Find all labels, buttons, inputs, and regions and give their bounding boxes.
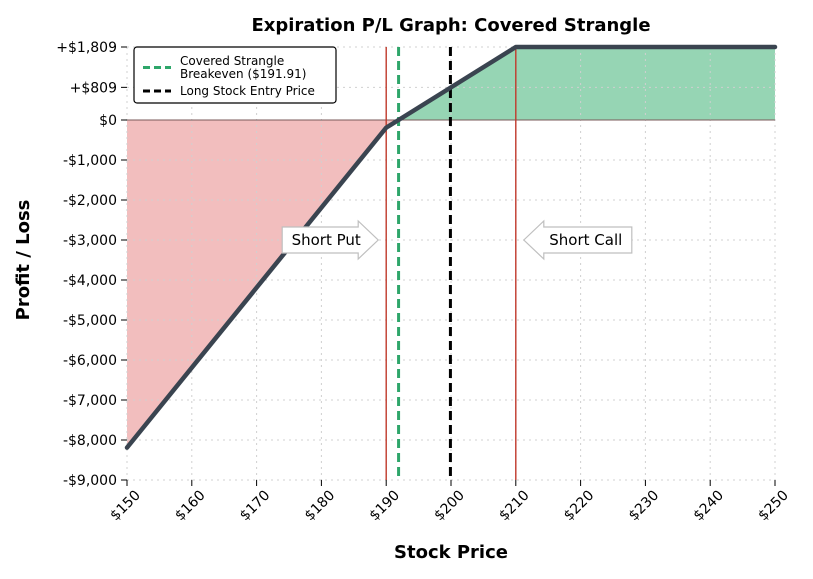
y-tick-label: -$7,000 <box>63 393 117 409</box>
y-tick-label: -$5,000 <box>63 313 117 329</box>
y-tick-label: +$809 <box>70 80 117 96</box>
short-put-annotation: Short Put <box>281 219 380 261</box>
y-tick-label: $0 <box>99 113 117 129</box>
y-tick-label: -$8,000 <box>63 433 117 449</box>
legend-box <box>133 46 337 104</box>
y-tick-label: -$2,000 <box>63 193 117 209</box>
annotations-layer: Short Put Short Call <box>281 219 633 261</box>
y-tick-label: -$6,000 <box>63 353 117 369</box>
right-arrow-shape <box>281 219 380 261</box>
profit-fill-area <box>398 47 775 120</box>
y-axis-label: Profit / Loss <box>13 200 34 321</box>
short-call-annotation: Short Call <box>522 219 633 261</box>
x-axis-label: Stock Price <box>394 542 508 563</box>
fills-layer <box>127 47 775 448</box>
left-arrow-shape <box>522 219 633 261</box>
chart-title: Expiration P/L Graph: Covered Strangle <box>251 15 650 36</box>
annotation-label: Short Put <box>292 231 361 249</box>
y-tick-label: -$3,000 <box>63 233 117 249</box>
y-tick-label: -$9,000 <box>63 473 117 489</box>
y-tick-label: -$4,000 <box>63 273 117 289</box>
legend-entry-label: Covered Strangle Breakeven ($191.91) <box>180 54 306 81</box>
y-tick-label: +$1,809 <box>56 40 117 56</box>
legend-entry-label: Long Stock Entry Price <box>180 84 315 98</box>
legend: Covered Strangle Breakeven ($191.91) Long … <box>133 46 337 104</box>
y-tick-label: -$1,000 <box>63 153 117 169</box>
loss-fill-area <box>127 120 399 448</box>
annotation-label: Short Call <box>549 231 622 249</box>
y-axis-ticks: +$1,809 +$809 $0 -$1,000 -$2,000 -$3,000 -$4,0… <box>56 40 127 489</box>
